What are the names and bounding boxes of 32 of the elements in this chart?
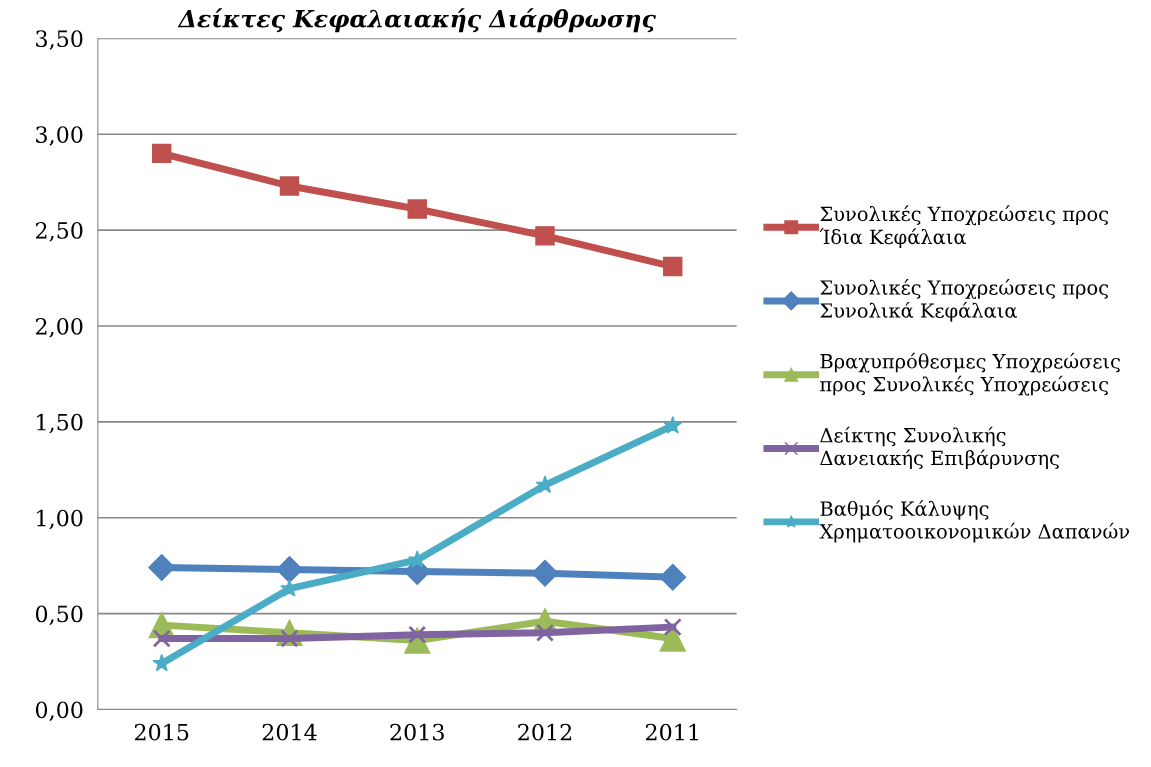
legend-label: Συνολικές Υποχρεώσεις προς Ίδια Κεφάλαια xyxy=(819,205,1108,248)
chart-title: Δείκτες Κεφαλαιακής Διάρθρωσης xyxy=(177,8,656,33)
legend-label: Συνολικές Υποχρεώσεις προς Συνολικά Κεφάλαια xyxy=(820,279,1108,322)
point xyxy=(535,623,555,642)
y-tick-label: 2,00 xyxy=(35,317,83,338)
x-tick-label: 2015 xyxy=(134,723,189,741)
point xyxy=(276,556,303,583)
y-tick-label: 0,00 xyxy=(35,701,83,721)
point xyxy=(535,226,555,246)
x-tick-label: 2011 xyxy=(645,723,698,741)
y-tick-label: 1,50 xyxy=(37,413,83,434)
point xyxy=(531,559,559,587)
x-tick-label: 2014 xyxy=(262,723,317,741)
point xyxy=(148,554,176,582)
x-tick-label: 2013 xyxy=(390,723,444,741)
y-tick-label: 2,50 xyxy=(35,222,83,242)
point xyxy=(152,629,171,648)
y-tick-label: 0,50 xyxy=(35,605,83,626)
point xyxy=(407,199,427,219)
point xyxy=(663,415,683,434)
legend-label: Βραχυπρόθεσμες Υποχρεώσεις προς Συνολικές Υποχρεώσεις xyxy=(820,352,1120,396)
point xyxy=(663,256,683,277)
legend-label: Δείκτης Συνολικής Δανειακής Επιβάρυνσης xyxy=(820,426,1059,470)
y-tick-label: 3,50 xyxy=(36,30,83,50)
y-tick-label: 3,00 xyxy=(36,126,83,146)
point xyxy=(659,563,687,591)
x-tick-label: 2012 xyxy=(518,723,572,741)
legend-label: Βαθμός Κάλυψης Χρηματοοικονομικών Δαπανών xyxy=(819,500,1130,543)
point xyxy=(151,143,172,164)
y-tick-label: 1,00 xyxy=(37,509,83,530)
point xyxy=(663,617,682,637)
point xyxy=(279,176,300,196)
